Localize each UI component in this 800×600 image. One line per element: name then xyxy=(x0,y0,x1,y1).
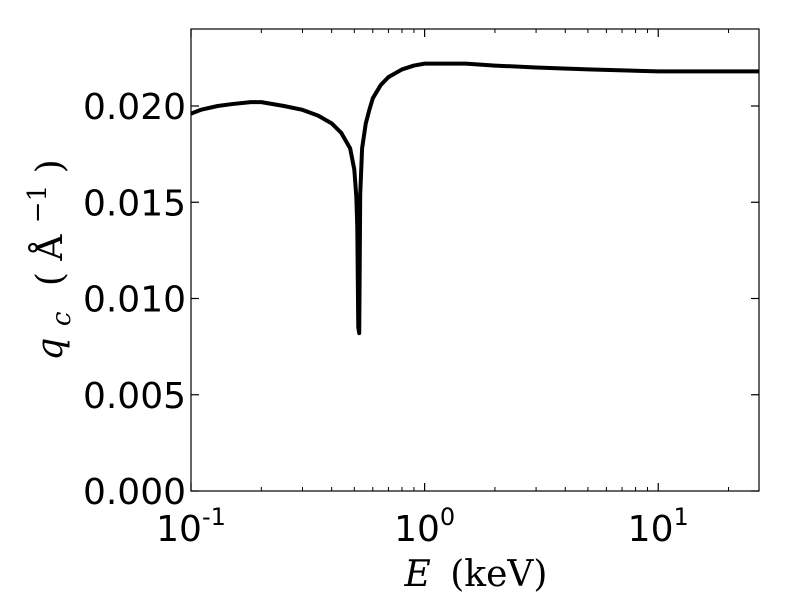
y-tick-label: 0.000 xyxy=(83,472,186,513)
y-axis-subscript: c xyxy=(47,311,77,326)
y-axis-label: q c ( Å −1 ) xyxy=(14,159,79,360)
y-tick-label: 0.005 xyxy=(83,376,186,417)
x-tick-marks xyxy=(190,29,730,491)
y-axis-variable: q xyxy=(30,338,71,361)
y-axis-unit-close: ) xyxy=(30,159,71,173)
x-tick-base: 10 xyxy=(394,509,440,550)
x-tick-exponent: -1 xyxy=(202,503,226,531)
y-axis-unit-symbol: Å xyxy=(29,234,71,262)
y-tick-label: 0.015 xyxy=(83,183,186,224)
x-axis-label: E (keV) xyxy=(404,554,548,595)
x-tick-label: 101 xyxy=(628,503,689,550)
y-axis-unit-exponent: −1 xyxy=(23,185,53,223)
x-tick-base: 10 xyxy=(628,509,674,550)
x-tick-label: 100 xyxy=(394,503,455,550)
x-tick-base: 10 xyxy=(156,509,202,550)
y-tick-marks xyxy=(191,105,759,492)
y-axis-unit-open: ( xyxy=(30,272,71,286)
x-tick-labels: 10-1 100 101 xyxy=(156,503,689,550)
x-tick-exponent: 0 xyxy=(440,503,455,531)
plot-frame xyxy=(190,28,760,492)
series-line xyxy=(190,61,759,336)
x-axis-unit: (keV) xyxy=(450,554,547,595)
y-tick-label: 0.010 xyxy=(83,280,186,321)
x-tick-exponent: 1 xyxy=(673,503,688,531)
x-axis-variable: E xyxy=(404,554,431,595)
y-tick-labels: 0.000 0.005 0.010 0.015 0.020 xyxy=(83,87,186,513)
y-tick-label: 0.020 xyxy=(83,87,186,128)
x-tick-label: 10-1 xyxy=(156,503,226,550)
